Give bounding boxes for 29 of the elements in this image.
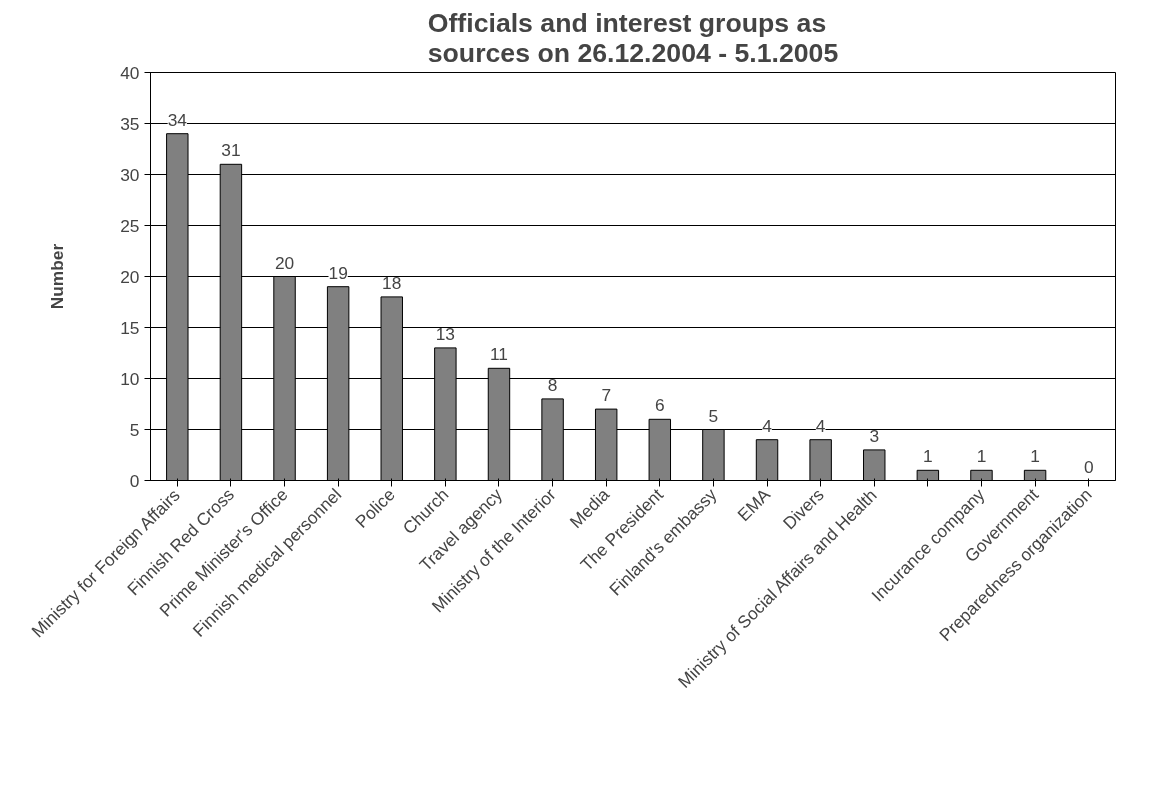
data-label: 1	[1030, 446, 1040, 467]
data-label: 0	[1083, 456, 1094, 477]
data-label: 4	[762, 415, 773, 436]
data-label: 3	[869, 425, 880, 446]
data-label: 1	[923, 446, 933, 467]
y-tick-label: 40	[120, 62, 140, 83]
data-label: 34	[167, 109, 188, 130]
data-label: 13	[435, 323, 456, 344]
data-label: 8	[547, 374, 558, 395]
data-label: 6	[654, 395, 665, 416]
y-tick-label: 20	[120, 266, 140, 287]
y-axis-title: Number	[47, 243, 68, 310]
y-tick-label: 10	[120, 368, 140, 389]
y-tick-label: 5	[129, 419, 140, 440]
y-tick-label: 25	[120, 215, 140, 236]
data-label: 5	[708, 405, 719, 426]
y-tick-label: 30	[120, 164, 140, 185]
data-label: 7	[601, 385, 612, 406]
y-tick-label: 15	[120, 317, 140, 338]
data-label: 4	[815, 415, 826, 436]
data-label: 18	[382, 272, 402, 293]
data-label: 11	[489, 344, 508, 365]
chart-title: Officials and interest groups as sources on 26.12.2004 - 5.1.2005	[427, 7, 839, 68]
y-tick-label: 0	[129, 470, 140, 491]
data-label: 31	[221, 140, 241, 161]
data-label: 19	[328, 262, 348, 283]
data-label: 1	[976, 446, 987, 467]
y-tick-label: 35	[120, 113, 140, 134]
data-label: 20	[274, 252, 295, 273]
